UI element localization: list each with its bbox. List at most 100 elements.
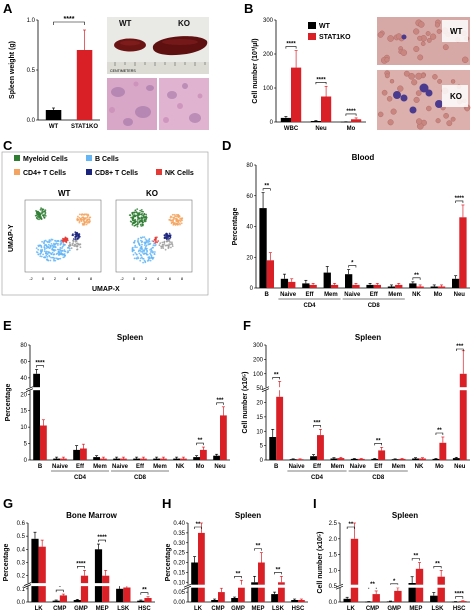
bar-E-4-1 — [120, 458, 127, 460]
panel-letter-h: H — [162, 496, 171, 511]
xtick-E-3: Mem — [93, 464, 107, 470]
bar-D-7-1 — [416, 286, 424, 288]
ytick-H-3: 0.15 — [173, 570, 185, 576]
bar-I-4-1 — [437, 576, 445, 602]
xtick-H-5: HSC — [292, 606, 305, 612]
bar-D-7-0 — [409, 283, 417, 288]
sig-F-5: ** — [376, 438, 381, 444]
bar-D-6-0 — [387, 286, 396, 288]
bar-E-0-1 — [40, 425, 47, 460]
sig-F-8: ** — [437, 428, 442, 434]
umap-ylabel: UMAP-Y — [8, 224, 15, 252]
svg-text:4: 4 — [66, 276, 69, 281]
xtick-F-6: Mem — [392, 464, 406, 470]
xtick-F-8: Mo — [435, 464, 444, 470]
sig-I-2: * — [393, 579, 396, 585]
xtick-H-3: MEP — [251, 606, 264, 612]
ytick-E-7: 80 — [20, 343, 27, 349]
xtick-D-5: Eff — [370, 292, 379, 298]
bar-B-0-1 — [291, 67, 302, 122]
bar-G-5-0 — [137, 600, 145, 602]
sig-A: **** — [64, 16, 75, 23]
xtick-D-8: Mo — [434, 292, 443, 298]
bar-F-7-0 — [412, 458, 419, 460]
bar-I-4-0 — [430, 595, 438, 602]
bar-H-1-1 — [218, 592, 225, 602]
bar-D-9-1 — [459, 217, 467, 288]
sig-B-0: **** — [286, 42, 296, 48]
ruler-label: CENTIMETERS — [110, 69, 136, 73]
ytick-F-5: 50 — [256, 386, 263, 392]
bar-E-5-0 — [133, 458, 140, 460]
sig-F-9: *** — [456, 344, 464, 350]
bar-F-0-1 — [276, 396, 284, 461]
xtick-I-0: LK — [347, 606, 356, 612]
bar-D-3-1 — [330, 284, 339, 288]
xtick-E-1: Naive — [52, 464, 69, 470]
ytick-I-5: 2.5 — [329, 521, 338, 527]
bar-D-1-1 — [288, 281, 296, 288]
bar-F-3-0 — [330, 458, 338, 460]
svg-text:6: 6 — [78, 276, 81, 281]
bar-E-1-1 — [60, 458, 67, 460]
ytick-F-2: 10 — [256, 429, 263, 435]
bar-H-2-0 — [231, 598, 238, 602]
bar-D-1-0 — [280, 278, 289, 288]
ylabel-H: Percentage — [165, 544, 172, 582]
ytick-H-8: 0.40 — [173, 521, 185, 527]
xtick-D-2: Eff — [306, 292, 315, 298]
svg-text:8: 8 — [90, 276, 93, 281]
sig-H-3: ** — [256, 544, 261, 550]
ytick-D-3: 60 — [246, 194, 253, 200]
ylabel-F: Cell number (x10⁵) — [242, 371, 249, 433]
group-E-0: CD4 — [74, 475, 87, 481]
ytick-I-3: 1.5 — [329, 553, 338, 559]
bar-E-5-1 — [140, 458, 147, 460]
legend-label-3: CD8+ T Cells — [95, 170, 138, 177]
bar-F-5-0 — [371, 458, 379, 460]
bar-E-1-0 — [53, 458, 60, 460]
xtick-D-9: Neu — [454, 292, 466, 298]
legend-swatch-0 — [14, 155, 20, 161]
xtick-F-0: B — [274, 464, 279, 470]
sig-D-4: * — [351, 261, 354, 267]
ylabel-B: Cell number (10³/µl) — [252, 38, 259, 103]
svg-text:2: 2 — [145, 276, 148, 281]
bar-B-0-0 — [280, 117, 291, 122]
sig-H-0: ** — [196, 522, 201, 528]
sig-I-3: ** — [413, 554, 418, 560]
panel-letter-c: C — [3, 138, 13, 153]
sig-H-2: ** — [236, 571, 241, 577]
sig-H-4: ** — [276, 567, 281, 573]
ytick-B-0: 0 — [270, 120, 274, 126]
ylabel-E: Percentage — [5, 384, 12, 422]
bar-E-6-1 — [160, 458, 167, 460]
bar-F-9-1 — [459, 373, 467, 461]
bar-F-6-1 — [398, 458, 406, 460]
title-I: Spleen — [392, 511, 418, 520]
ytick-A-2: 1.0 — [27, 18, 36, 24]
svg-text:0: 0 — [133, 276, 136, 281]
xtick-D-1: Naive — [280, 292, 297, 298]
bar-B-1-1 — [321, 96, 332, 122]
bar-H-4-0 — [271, 594, 278, 602]
legend-label-4: NK Cells — [165, 170, 194, 177]
ylabel-A: Spleen weight (g) — [9, 41, 16, 99]
ytick-G-1: 0.1 — [17, 587, 26, 593]
xtick-I-1: CMP — [366, 606, 379, 612]
bar-D-9-0 — [452, 278, 460, 288]
xtick-E-7: NK — [176, 464, 185, 470]
bar-H-3-0 — [251, 582, 258, 603]
ytick-E-2: 10 — [20, 425, 27, 431]
xtick-G-5: HSC — [138, 606, 151, 612]
xtick-D-0: B — [265, 292, 270, 298]
sig-D-0: ** — [264, 184, 269, 190]
bar-H-0-1 — [198, 532, 205, 602]
bar-E-8-0 — [193, 457, 200, 460]
bar-I-0-1 — [350, 538, 359, 602]
ytick-A-0: 0.0 — [27, 118, 36, 124]
ytick-F-8: 300 — [253, 343, 264, 349]
bar-G-3-1 — [102, 575, 110, 602]
svg-text:-2: -2 — [120, 276, 124, 281]
